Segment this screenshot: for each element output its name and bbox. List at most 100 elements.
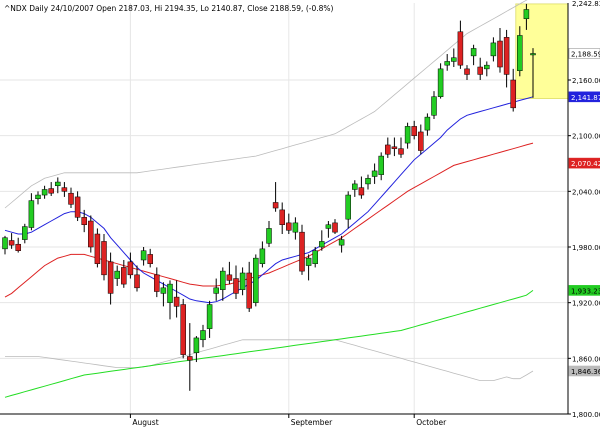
candle [345,191,351,229]
candle-body [424,116,431,131]
candle [233,265,239,299]
header-high-label: Hi [154,4,162,13]
candle [15,237,21,253]
header-period: Daily [29,4,49,13]
candle [94,228,101,268]
candle-body [523,9,530,20]
candle [365,174,371,190]
candle [523,3,530,30]
candle [140,247,147,266]
candle-body [358,187,365,196]
candle-body [345,194,351,220]
grid [0,3,568,415]
candle [352,180,358,197]
candle-body [233,278,239,294]
price-tag-bg [568,157,600,169]
candle [28,193,35,231]
candle-body [286,222,292,231]
candle-body [319,241,325,248]
candle [272,182,279,212]
candle [371,163,378,184]
header-date: 24/10/2007 [51,4,94,13]
y-tick-label: 1,980.00 [572,244,600,252]
candle [418,124,424,155]
y-tick-label: 2,040.00 [572,188,600,196]
candle-body [338,239,345,246]
candle-body [490,42,497,57]
chart-header: ^NDX Daily 24/10/2007 Open 2187.03, Hi 2… [4,4,333,13]
candle [81,209,87,233]
candle-body [61,187,68,192]
candle-body [312,250,318,264]
candle [305,254,312,281]
candle [490,37,497,62]
envelope-band [4,0,534,381]
candle [134,265,140,292]
candle-body [180,304,186,355]
header-low-label: Lo [200,4,209,13]
price-tag: 2,070.42 [568,157,600,169]
candle [530,48,536,98]
candle-body [134,274,140,289]
candle [378,152,384,181]
candle [180,298,186,359]
candle-body [378,155,384,175]
candle-body [121,267,127,285]
candle [444,54,450,71]
candle-body [431,96,437,116]
candle-body [510,79,516,109]
band-lower-line [5,339,534,381]
candle [325,221,332,238]
candle [431,91,437,119]
candle [239,267,246,296]
candle [127,252,134,279]
candle-body [305,257,312,266]
candle-body [220,270,226,290]
candle-body [107,261,114,294]
candle [411,120,417,140]
candle-body [484,64,490,70]
candle [404,122,411,149]
candle [464,65,470,81]
candle [477,57,483,81]
candle-body [299,231,305,272]
candle-body [253,257,259,303]
price-tag-label: 2,070.42 [571,160,600,168]
candle [266,221,272,248]
candle [312,247,318,268]
candle [88,215,94,253]
header-close-label: Close [247,4,268,13]
candle-body [127,261,134,276]
y-top-label: 2,242.83 [572,0,600,8]
candle-body [154,274,160,292]
candle-body [193,337,200,354]
candle-body [68,192,74,205]
candle-body [444,61,450,66]
candle [503,29,510,88]
candle-body [451,57,457,62]
price-tags: 2,188.59 2,141.87 2,070.42 1,933.23 1,846.36 [568,48,600,377]
price-tag-label: 1,933.23 [571,287,600,295]
header-low: 2140.87 [211,4,242,13]
candle-body [266,228,272,244]
price-tag: 1,846.36 [568,365,600,377]
candle-body [55,181,61,187]
y-tick-label: 1,800.00 [572,411,600,419]
candle-body [530,53,536,56]
price-tag: 1,933.23 [568,285,600,296]
candle-body [88,220,94,248]
candle-body [332,222,338,233]
candle-body [200,330,206,341]
candle [424,113,431,136]
ma-mid-line [4,142,534,298]
candle-body [371,170,378,177]
y-tick-label: 2,160.00 [572,77,600,85]
x-tick-label: October [416,418,447,427]
highlight-box [515,3,569,99]
candle-body [35,194,41,200]
candle-body [206,304,213,329]
candle [154,267,160,298]
candle-body [160,287,167,294]
